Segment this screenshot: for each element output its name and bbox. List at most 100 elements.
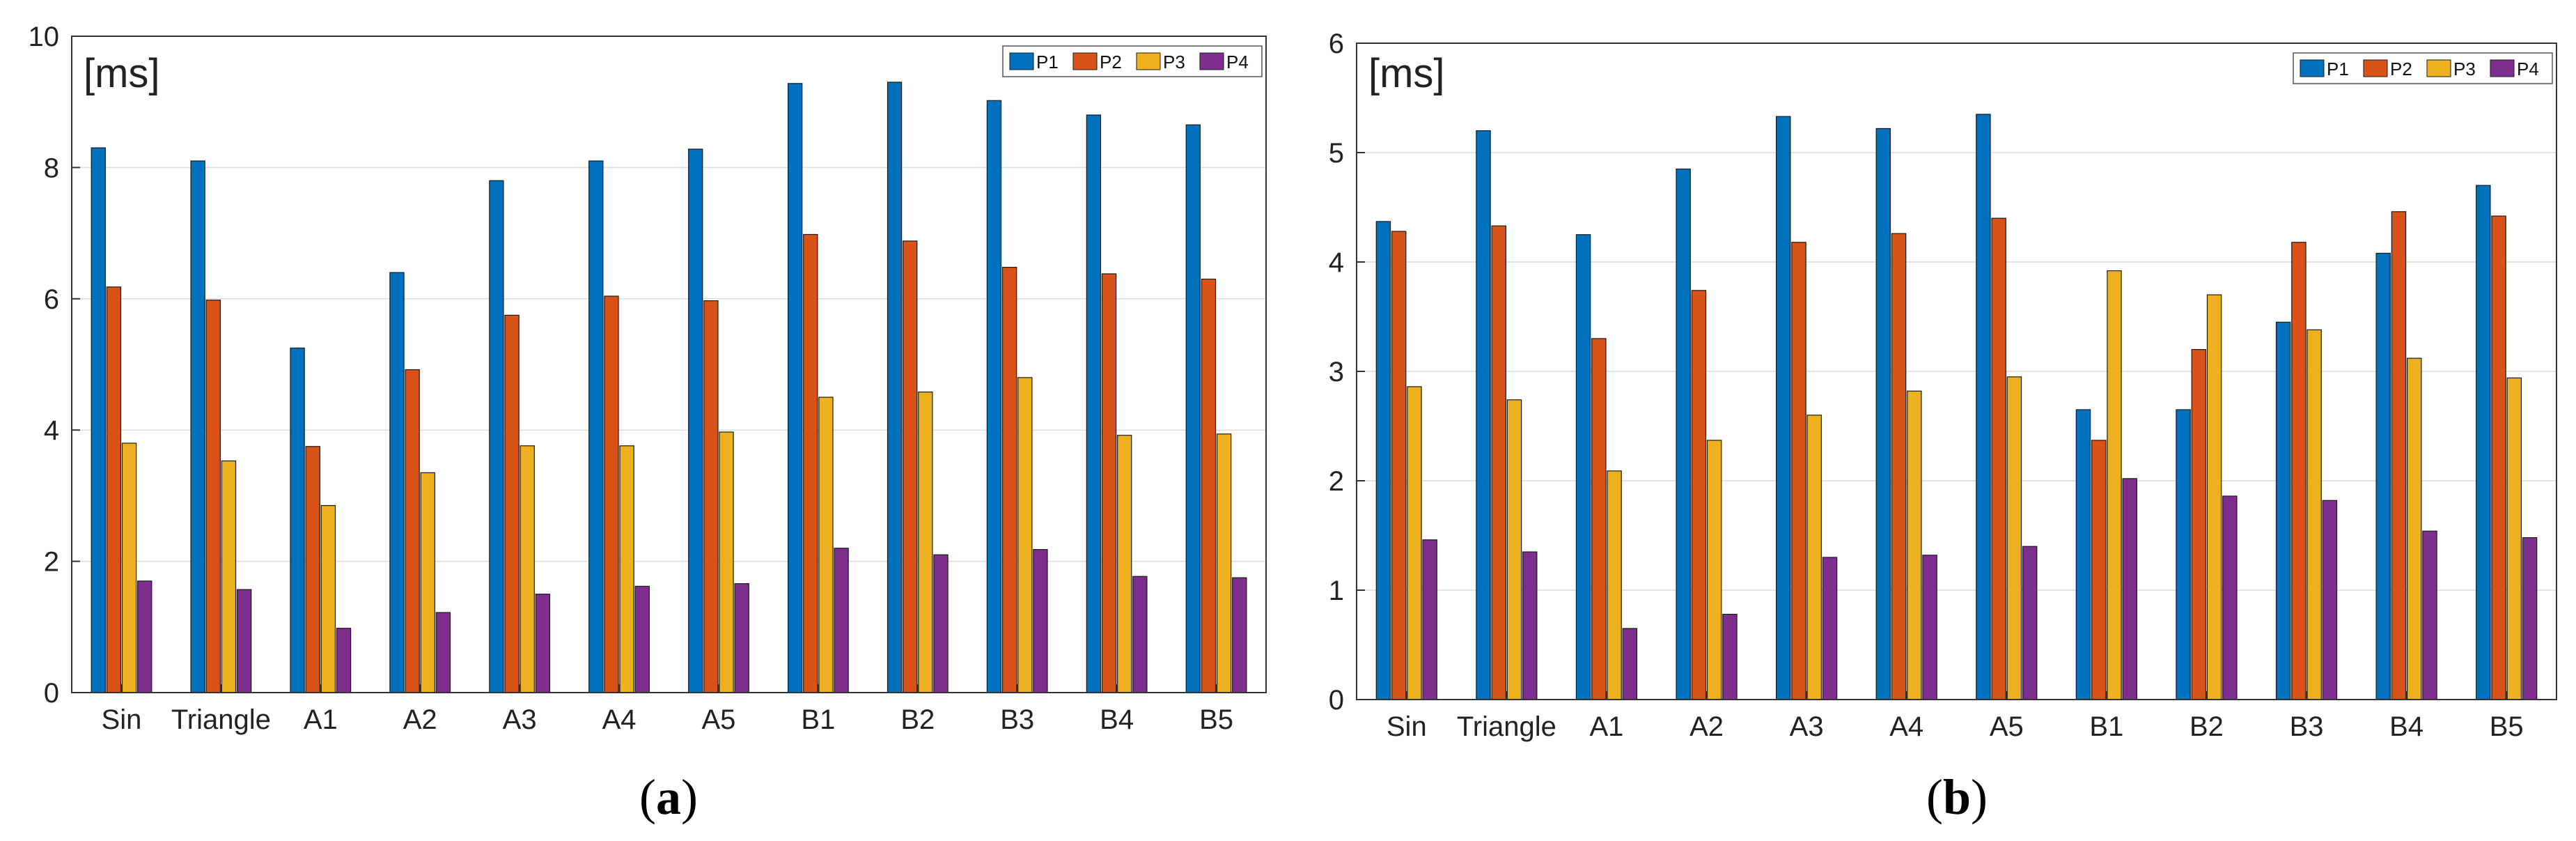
xtick-label: A2 xyxy=(1689,711,1724,742)
bar-P4-A5 xyxy=(734,583,749,693)
bar-P2-B2 xyxy=(903,240,918,693)
axes-frame-a xyxy=(71,36,1267,693)
bar-P3-B5 xyxy=(2506,377,2522,700)
bar-P2-A2 xyxy=(1691,290,1707,700)
ytick-label: 2 xyxy=(1329,466,1344,497)
bar-P3-A5 xyxy=(2006,376,2022,700)
xtick-label: A4 xyxy=(1889,711,1923,742)
bar-P1-Sin xyxy=(91,147,106,693)
xtick-label: B5 xyxy=(2490,711,2524,742)
bar-P4-Triangle xyxy=(1522,551,1538,700)
xtick-label: Triangle xyxy=(171,704,271,735)
legend-b: P1 P2 P3 P4 xyxy=(2293,52,2553,84)
bar-P3-A3 xyxy=(1806,415,1822,700)
bar-P3-A1 xyxy=(1607,470,1622,700)
bar-P2-B5 xyxy=(1201,278,1217,693)
ytick-label: 1 xyxy=(1329,576,1344,606)
bar-P3-A4 xyxy=(619,445,634,693)
ytick-label: 6 xyxy=(1329,29,1344,59)
bar-P4-B1 xyxy=(2122,478,2137,700)
xtick-label: B4 xyxy=(1100,704,1134,735)
legend-label-P2: P2 xyxy=(2390,59,2412,79)
bar-P4-A2 xyxy=(435,612,451,693)
bar-P1-A1 xyxy=(1575,234,1591,700)
bar-P3-A2 xyxy=(420,472,435,693)
xtick-label: Sin xyxy=(1387,711,1427,742)
legend-swatch-P4 xyxy=(1199,52,1224,70)
legend-swatch-P1 xyxy=(2300,59,2325,77)
bar-P4-B2 xyxy=(2222,495,2238,700)
bar-P1-B3 xyxy=(986,100,1002,693)
xtick-label: Triangle xyxy=(1457,711,1556,742)
bar-P3-A3 xyxy=(520,445,535,693)
bar-P2-A1 xyxy=(305,446,320,693)
xtick-label: A1 xyxy=(1589,711,1623,742)
bar-P1-A5 xyxy=(1976,114,1991,700)
bar-P2-B2 xyxy=(2191,349,2207,700)
legend-label-P4: P4 xyxy=(2517,59,2539,79)
bar-P4-Sin xyxy=(1422,539,1437,700)
bar-P1-B1 xyxy=(2075,409,2091,700)
xtick-label: B4 xyxy=(2389,711,2423,742)
ytick-label: 10 xyxy=(29,22,60,52)
bar-P3-B3 xyxy=(2306,329,2322,700)
bar-P4-B4 xyxy=(1132,576,1148,693)
ytick-label: 6 xyxy=(44,284,59,315)
bar-P2-A3 xyxy=(1791,242,1806,700)
bar-P3-Sin xyxy=(121,442,137,693)
bar-P1-A4 xyxy=(1875,128,1891,700)
bar-P4-A1 xyxy=(1622,628,1638,700)
xtick-label: Sin xyxy=(102,704,142,735)
ytick-label: 0 xyxy=(44,678,59,709)
bar-P2-B1 xyxy=(803,233,818,693)
legend-swatch-P3 xyxy=(1136,52,1161,70)
bar-P1-Triangle xyxy=(190,160,205,693)
bar-P1-B2 xyxy=(2176,409,2191,700)
bar-P1-B4 xyxy=(2375,252,2391,700)
bar-P1-A3 xyxy=(489,180,504,693)
bar-P4-A4 xyxy=(634,585,650,693)
xtick-label: B5 xyxy=(1199,704,1233,735)
bar-P2-A1 xyxy=(1591,338,1607,700)
xtick-label: B1 xyxy=(2089,711,2123,742)
bar-P4-B5 xyxy=(1232,577,1247,693)
bar-P2-Triangle xyxy=(205,300,221,693)
bar-P3-Triangle xyxy=(221,460,237,693)
bar-P3-B4 xyxy=(2407,357,2422,700)
bar-P2-B3 xyxy=(1001,266,1017,693)
bar-P1-A2 xyxy=(389,272,405,693)
bar-P1-A4 xyxy=(588,160,604,693)
legend-swatch-P3 xyxy=(2426,59,2451,77)
legend-swatch-P4 xyxy=(2490,59,2515,77)
bar-P4-Triangle xyxy=(236,589,252,693)
legend-swatch-P2 xyxy=(2363,59,2388,77)
bar-P3-A1 xyxy=(320,504,336,693)
bar-P3-Sin xyxy=(1407,386,1422,700)
legend-label-P2: P2 xyxy=(1100,52,1122,72)
panel-label-b: (b) xyxy=(1926,769,1988,825)
legend-swatch-P2 xyxy=(1072,52,1098,70)
xtick-label: B3 xyxy=(2290,711,2324,742)
bar-P1-A3 xyxy=(1776,116,1791,700)
legend-a: P1 P2 P3 P4 xyxy=(1002,45,1263,77)
xtick-label: B1 xyxy=(801,704,835,735)
ytick-label: 2 xyxy=(44,547,59,578)
bar-P4-A2 xyxy=(1722,613,1738,700)
bar-P3-B1 xyxy=(2107,270,2122,700)
bar-P3-B2 xyxy=(2206,294,2222,700)
bar-P1-A2 xyxy=(1676,168,1691,700)
bar-P4-B3 xyxy=(1033,549,1048,693)
bar-P1-Triangle xyxy=(1476,130,1491,700)
bar-P3-B4 xyxy=(1117,435,1132,693)
bar-P4-B5 xyxy=(2522,537,2538,700)
ytick-label: 8 xyxy=(44,153,59,183)
ytick-label: 0 xyxy=(1329,685,1344,716)
bar-P3-B3 xyxy=(1017,377,1033,693)
bar-P2-A4 xyxy=(604,295,619,693)
bar-P4-A4 xyxy=(1922,555,1937,700)
bar-P2-A2 xyxy=(405,369,420,693)
bar-P2-B4 xyxy=(1101,273,1117,693)
